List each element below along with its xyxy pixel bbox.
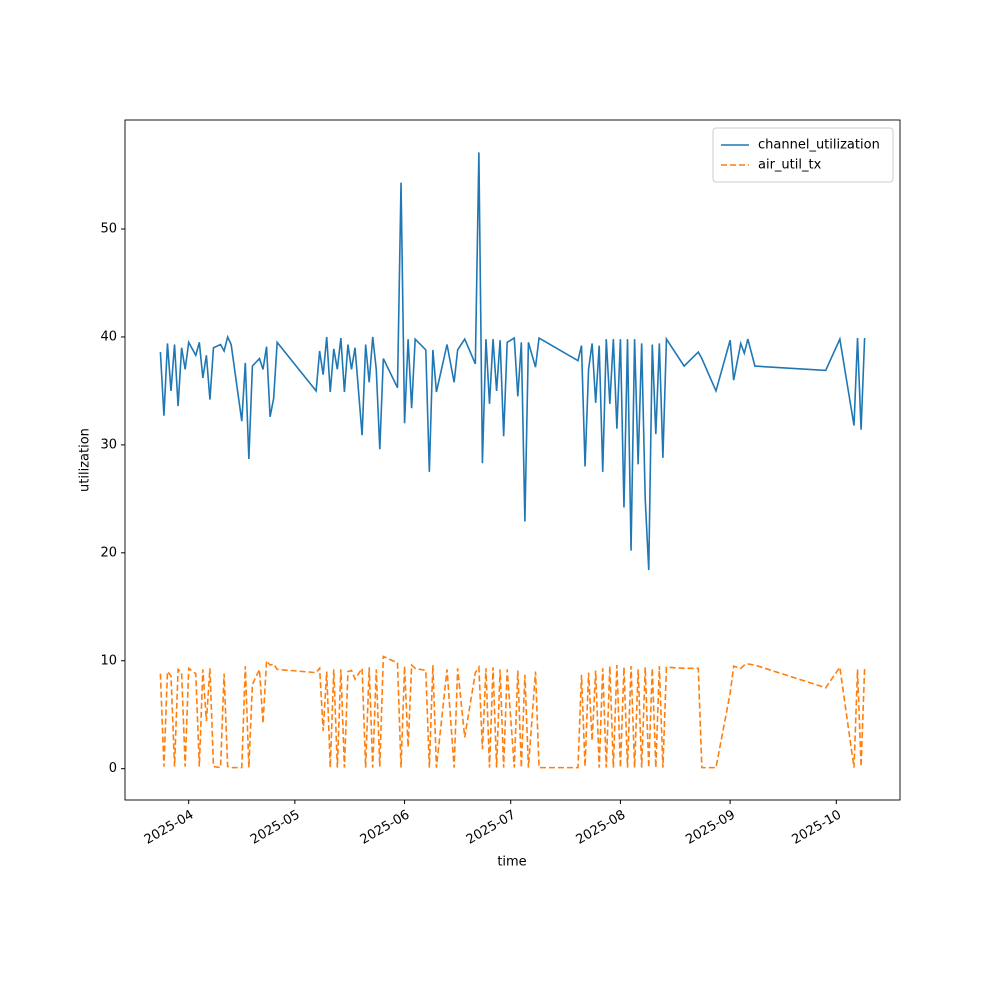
legend-label: channel_utilization (758, 138, 880, 153)
legend-label: air_util_tx (758, 158, 822, 173)
x-axis-label: time (497, 855, 526, 870)
x-tick-label: 2025-08 (574, 808, 629, 848)
y-tick-label: 10 (100, 653, 117, 668)
x-tick-label: 2025-09 (683, 808, 738, 848)
series-line (159, 655, 866, 769)
plot-area (125, 120, 900, 800)
y-tick-label: 50 (100, 222, 117, 237)
x-tick-label: 2025-04 (142, 808, 197, 848)
y-tick-label: 40 (100, 329, 117, 344)
legend: channel_utilization air_util_tx (712, 127, 894, 183)
series-line (159, 152, 866, 571)
y-axis-label: utilization (78, 428, 93, 492)
x-tick-label: 2025-06 (358, 808, 413, 848)
y-tick-label: 0 (109, 761, 117, 776)
x-tick-label: 2025-05 (248, 808, 303, 848)
axes-frame (124, 119, 901, 801)
y-tick-label: 30 (100, 437, 117, 452)
x-tick-label: 2025-07 (464, 808, 519, 848)
y-tick-label: 20 (100, 545, 117, 560)
legend-box (712, 127, 894, 183)
x-tick-label: 2025-10 (790, 808, 845, 848)
